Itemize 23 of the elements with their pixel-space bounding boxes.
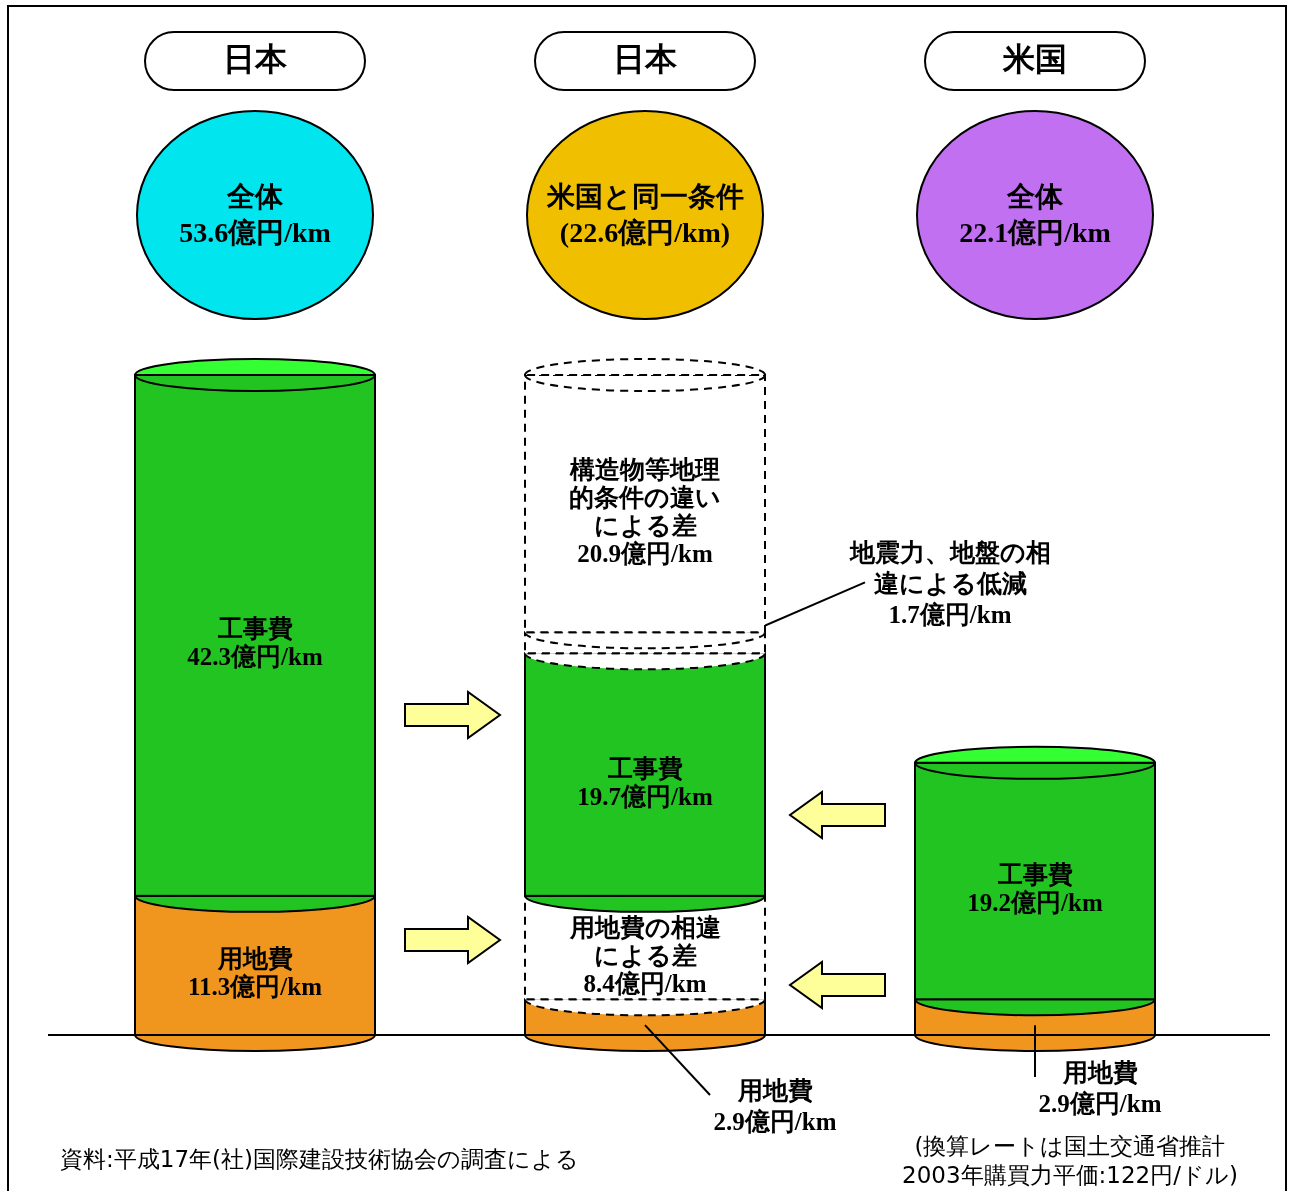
x-tick-label: 日本 bbox=[612, 40, 678, 78]
text: 工事費 bbox=[607, 753, 683, 783]
data-label: 20.9億円/km bbox=[577, 539, 713, 567]
text: 用地費 bbox=[217, 944, 293, 974]
text: 米国と同一条件 (22.6億円/km) bbox=[545, 180, 745, 250]
data-label: 2.9億円/km bbox=[713, 1108, 837, 1135]
data-label: 19.7億円/km bbox=[577, 782, 713, 810]
series-label: 用地費 bbox=[1062, 1058, 1138, 1087]
data-label: 42.3億円/km bbox=[187, 643, 323, 671]
data-label: 2.9億円/km bbox=[1038, 1090, 1162, 1117]
data-label: 19.2億円/km bbox=[967, 889, 1103, 917]
text: (換算レートは国土交通省推計 2003年購買力平価:122円/ドル) bbox=[901, 1132, 1239, 1190]
text: 資料:平成17年(社)国際建設技術協会の調査による bbox=[60, 1145, 580, 1174]
text: 全体 53.6億円/km bbox=[178, 180, 332, 250]
x-tick-label: 米国 bbox=[1002, 40, 1068, 78]
text: 地震力、地盤の相違による低減 bbox=[849, 538, 1051, 599]
data-label: 1.7億円/km bbox=[888, 601, 1012, 629]
data-label: 11.3億円/km bbox=[187, 973, 323, 1001]
text: 全体 22.1億円/km bbox=[958, 180, 1112, 250]
data-label: 8.4億円/km bbox=[583, 969, 707, 997]
text: 工事費 bbox=[997, 860, 1073, 890]
x-tick-label: 日本 bbox=[222, 40, 288, 78]
text: 用地費 bbox=[737, 1076, 813, 1105]
